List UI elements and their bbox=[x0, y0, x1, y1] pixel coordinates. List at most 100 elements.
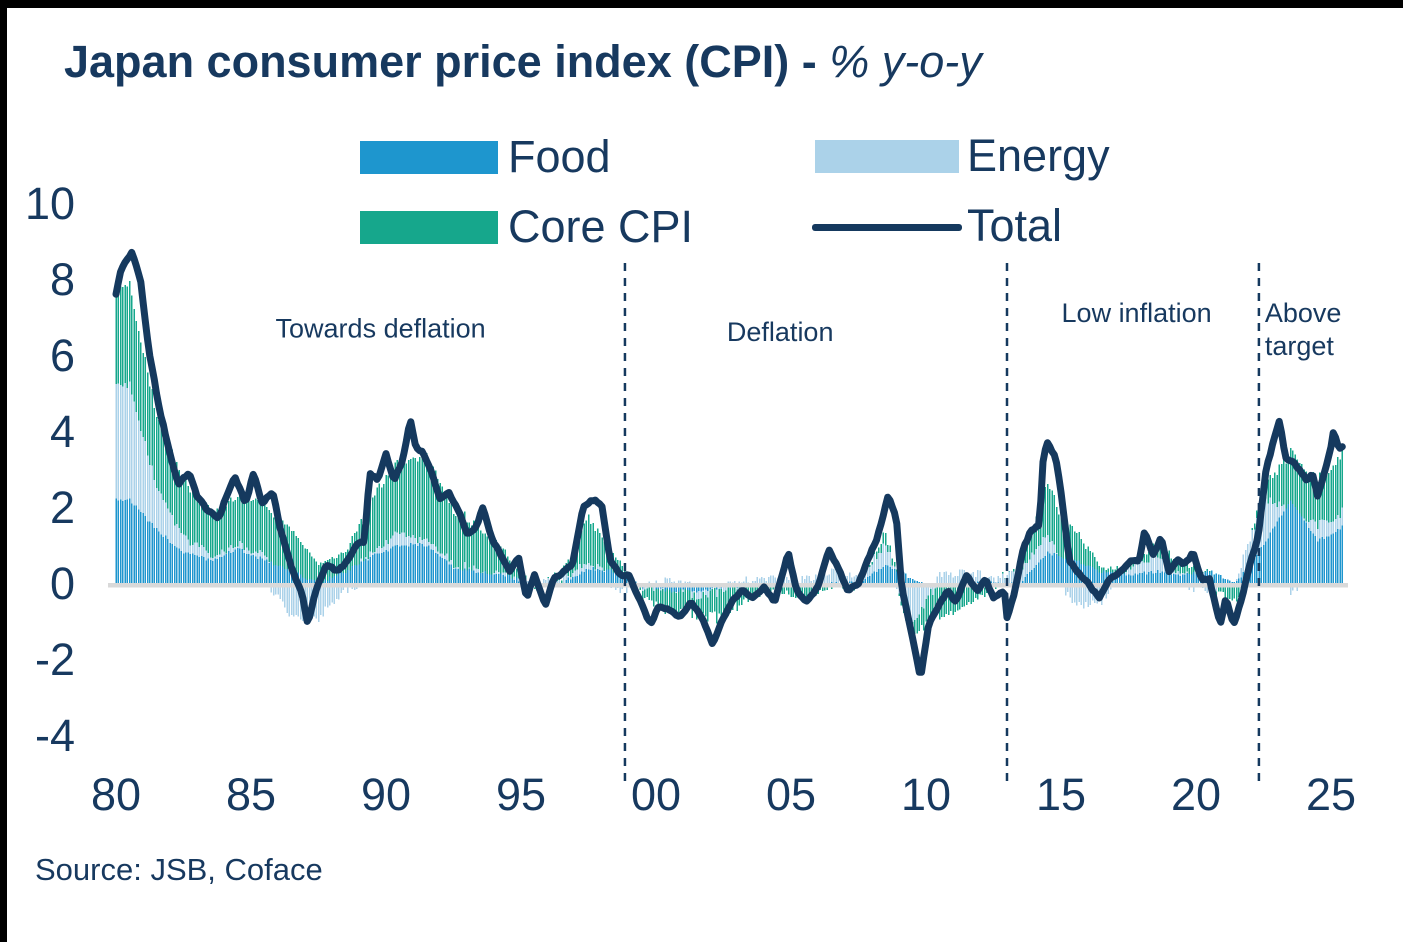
bar-segment bbox=[1269, 532, 1271, 583]
bar-segment bbox=[124, 382, 126, 500]
bar-segment bbox=[1328, 536, 1330, 583]
bar-segment bbox=[167, 442, 169, 509]
bar-segment bbox=[1028, 559, 1031, 572]
bar-segment bbox=[1316, 529, 1319, 542]
bar-segment bbox=[198, 547, 200, 557]
bar-segment bbox=[149, 386, 151, 465]
bar-segment bbox=[268, 562, 270, 563]
bar-segment bbox=[405, 545, 407, 583]
bar-segment bbox=[288, 583, 290, 617]
bar-segment bbox=[846, 575, 848, 583]
bar-segment bbox=[752, 581, 754, 583]
bar-segment bbox=[914, 583, 916, 620]
bar-segment bbox=[1148, 562, 1150, 573]
bar-segment bbox=[974, 576, 977, 583]
bar-segment bbox=[893, 561, 896, 567]
bar-segment bbox=[272, 583, 275, 596]
bar-segment bbox=[461, 570, 464, 583]
bar-segment bbox=[1141, 572, 1143, 583]
bar-segment bbox=[1330, 470, 1332, 523]
bar-segment bbox=[1055, 507, 1058, 554]
bar-segment bbox=[893, 566, 896, 570]
bar-segment bbox=[875, 551, 878, 560]
bar-segment bbox=[455, 515, 457, 568]
page-title: Japan consumer price index (CPI) - % y-o… bbox=[64, 36, 982, 88]
bar-segment bbox=[900, 601, 902, 606]
bar-segment bbox=[788, 585, 790, 595]
bar-segment bbox=[401, 532, 403, 546]
bar-segment bbox=[234, 549, 236, 583]
bar-segment bbox=[140, 342, 142, 432]
bar-segment bbox=[671, 583, 673, 593]
bar-segment bbox=[657, 589, 659, 608]
bar-segment bbox=[416, 545, 419, 583]
bar-segment bbox=[1055, 553, 1058, 555]
bar-segment bbox=[725, 590, 727, 616]
bar-segment bbox=[848, 581, 851, 583]
bar-segment bbox=[223, 555, 225, 583]
bar-segment bbox=[279, 516, 281, 566]
bar-segment bbox=[365, 556, 367, 560]
bar-segment bbox=[288, 571, 290, 583]
bar-segment bbox=[1280, 515, 1283, 583]
bar-segment bbox=[155, 416, 158, 489]
bar-segment bbox=[430, 544, 432, 550]
bar-segment bbox=[1087, 565, 1089, 583]
bar-segment bbox=[155, 488, 158, 529]
bar-segment bbox=[248, 501, 250, 551]
bar-segment bbox=[248, 550, 250, 555]
bar-segment bbox=[653, 591, 655, 607]
bar-segment bbox=[281, 583, 284, 602]
bar-segment bbox=[407, 459, 410, 537]
bar-segment bbox=[387, 475, 389, 545]
bar-segment bbox=[479, 530, 482, 574]
bar-segment bbox=[1274, 472, 1276, 503]
bar-segment bbox=[1190, 574, 1193, 583]
bar-segment bbox=[596, 528, 599, 564]
bar-segment bbox=[1217, 585, 1220, 592]
bar-segment bbox=[641, 590, 644, 599]
bar-segment bbox=[1040, 544, 1042, 560]
bar-segment bbox=[344, 573, 347, 583]
bar-segment bbox=[583, 572, 585, 583]
bar-segment bbox=[1226, 587, 1229, 600]
bar-segment bbox=[198, 496, 200, 548]
bar-segment bbox=[1163, 563, 1166, 573]
bar-segment bbox=[441, 486, 443, 554]
bar-segment bbox=[970, 583, 972, 604]
bar-segment bbox=[376, 487, 378, 548]
bar-segment bbox=[198, 556, 200, 583]
bar-segment bbox=[214, 556, 216, 559]
bar-segment bbox=[457, 567, 459, 570]
bar-segment bbox=[1280, 505, 1283, 516]
bar-segment bbox=[761, 577, 763, 583]
bar-segment bbox=[421, 543, 423, 583]
bar-segment bbox=[396, 532, 398, 545]
bar-segment bbox=[1267, 503, 1269, 539]
bar-segment bbox=[189, 492, 191, 546]
bar-segment bbox=[135, 320, 137, 413]
bar-segment bbox=[448, 561, 450, 565]
bar-segment bbox=[389, 548, 392, 583]
bar-segment bbox=[160, 534, 162, 583]
bar-segment bbox=[439, 556, 441, 583]
bar-segment bbox=[695, 583, 698, 593]
bar-segment bbox=[1073, 583, 1076, 603]
bar-segment bbox=[351, 566, 353, 583]
bar-segment bbox=[333, 583, 335, 604]
bar-segment bbox=[884, 533, 887, 546]
bar-segment bbox=[808, 575, 810, 583]
bar-segment bbox=[1285, 508, 1287, 583]
bar-segment bbox=[1058, 514, 1060, 557]
bar-segment bbox=[225, 554, 227, 583]
bar-segment bbox=[153, 527, 155, 583]
bar-segment bbox=[203, 499, 205, 548]
bar-segment bbox=[286, 568, 288, 583]
legend-swatch-energy bbox=[815, 140, 959, 173]
bar-segment bbox=[311, 556, 313, 580]
bar-segment bbox=[1031, 530, 1033, 553]
bar-segment bbox=[592, 566, 594, 583]
bar-segment bbox=[367, 560, 369, 583]
bar-segment bbox=[117, 383, 119, 501]
bar-segment bbox=[1087, 583, 1089, 607]
